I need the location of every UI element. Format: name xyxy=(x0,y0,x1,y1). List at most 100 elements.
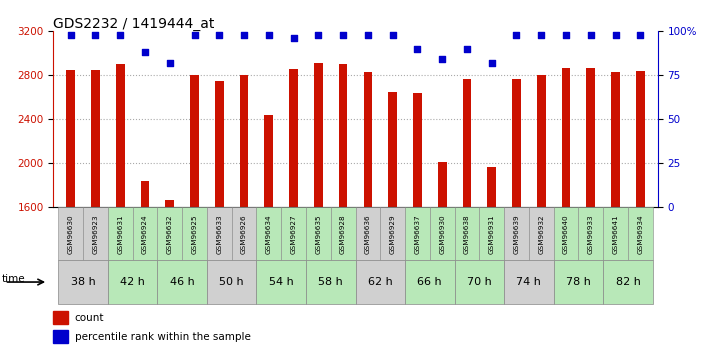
Bar xyxy=(116,64,124,207)
Bar xyxy=(108,207,132,260)
Bar xyxy=(182,207,207,260)
Bar xyxy=(306,260,356,304)
Text: 62 h: 62 h xyxy=(368,277,392,287)
Bar xyxy=(207,260,257,304)
Text: GSM96631: GSM96631 xyxy=(117,214,123,254)
Text: GSM96924: GSM96924 xyxy=(142,214,148,254)
Bar xyxy=(356,260,405,304)
Bar xyxy=(53,311,68,324)
Bar xyxy=(479,207,504,260)
Bar xyxy=(58,260,108,304)
Point xyxy=(213,32,225,37)
Bar xyxy=(257,207,281,260)
Text: GSM96928: GSM96928 xyxy=(340,214,346,254)
Text: 78 h: 78 h xyxy=(566,277,591,287)
Point xyxy=(338,32,349,37)
Bar xyxy=(363,72,373,207)
Text: 70 h: 70 h xyxy=(467,277,492,287)
Bar xyxy=(430,207,454,260)
Bar xyxy=(603,260,653,304)
Bar xyxy=(356,207,380,260)
Bar xyxy=(463,79,471,207)
Point xyxy=(65,32,76,37)
Text: count: count xyxy=(75,313,104,323)
Point xyxy=(461,46,473,51)
Bar xyxy=(91,70,100,207)
Bar xyxy=(207,207,232,260)
Text: GSM96927: GSM96927 xyxy=(291,214,296,254)
Text: GSM96934: GSM96934 xyxy=(637,214,643,254)
Point xyxy=(535,32,547,37)
Bar xyxy=(562,68,570,207)
Bar xyxy=(579,207,603,260)
Bar xyxy=(232,207,257,260)
Text: percentile rank within the sample: percentile rank within the sample xyxy=(75,332,250,342)
Text: GSM96639: GSM96639 xyxy=(513,214,520,254)
Text: GSM96925: GSM96925 xyxy=(191,214,198,254)
Bar xyxy=(413,92,422,207)
Bar xyxy=(306,207,331,260)
Bar xyxy=(504,207,529,260)
Bar xyxy=(554,207,579,260)
Bar xyxy=(190,75,199,207)
Point xyxy=(164,60,176,66)
Point xyxy=(486,60,498,66)
Bar xyxy=(141,181,149,207)
Point xyxy=(263,32,274,37)
Bar xyxy=(512,79,521,207)
Text: 82 h: 82 h xyxy=(616,277,641,287)
Bar xyxy=(611,72,620,207)
Point xyxy=(560,32,572,37)
Text: time: time xyxy=(2,274,26,284)
Text: GSM96638: GSM96638 xyxy=(464,214,470,254)
Bar xyxy=(636,71,645,207)
Bar xyxy=(338,64,348,207)
Text: GSM96931: GSM96931 xyxy=(488,214,495,254)
Text: GSM96933: GSM96933 xyxy=(588,214,594,254)
Bar xyxy=(554,260,603,304)
Bar xyxy=(537,75,545,207)
Text: 42 h: 42 h xyxy=(120,277,145,287)
Bar xyxy=(587,68,595,207)
Text: GSM96632: GSM96632 xyxy=(167,214,173,254)
Text: GSM96637: GSM96637 xyxy=(415,214,420,254)
Bar xyxy=(331,207,356,260)
Bar xyxy=(529,207,554,260)
Bar xyxy=(289,69,298,207)
Text: 46 h: 46 h xyxy=(170,277,195,287)
Bar xyxy=(53,330,68,343)
Bar xyxy=(438,162,447,207)
Bar xyxy=(240,75,248,207)
Point xyxy=(139,49,151,55)
Point xyxy=(412,46,423,51)
Bar xyxy=(405,207,430,260)
Bar xyxy=(166,200,174,207)
Text: GSM96635: GSM96635 xyxy=(316,214,321,254)
Point xyxy=(189,32,201,37)
Bar xyxy=(454,207,479,260)
Point xyxy=(610,32,621,37)
Point xyxy=(585,32,597,37)
Text: 54 h: 54 h xyxy=(269,277,294,287)
Bar xyxy=(83,207,108,260)
Text: GSM96926: GSM96926 xyxy=(241,214,247,254)
Bar xyxy=(504,260,554,304)
Point xyxy=(313,32,324,37)
Bar xyxy=(132,207,157,260)
Text: 50 h: 50 h xyxy=(220,277,244,287)
Point xyxy=(90,32,101,37)
Text: 38 h: 38 h xyxy=(70,277,95,287)
Point xyxy=(362,32,373,37)
Bar xyxy=(58,207,83,260)
Bar xyxy=(257,260,306,304)
Bar xyxy=(405,260,454,304)
Bar xyxy=(454,260,504,304)
Point xyxy=(288,35,299,41)
Bar xyxy=(108,260,157,304)
Bar xyxy=(603,207,628,260)
Text: GSM96930: GSM96930 xyxy=(439,214,445,254)
Text: GSM96633: GSM96633 xyxy=(216,214,223,254)
Bar xyxy=(66,70,75,207)
Text: GSM96641: GSM96641 xyxy=(613,214,619,254)
Bar xyxy=(157,207,182,260)
